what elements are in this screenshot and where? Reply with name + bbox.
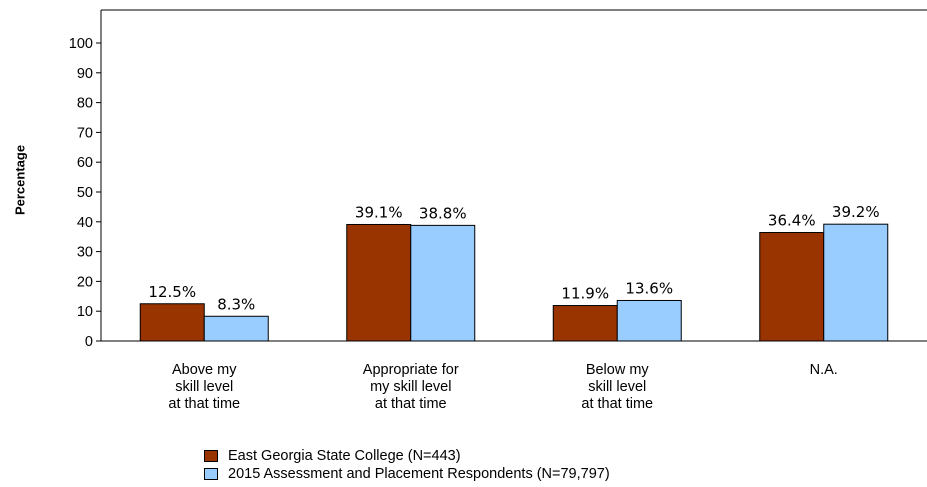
bar: [616, 299, 682, 342]
x-category-label: Appropriate for my skill level at that tim…: [326, 362, 496, 413]
y-tick-label: 30: [77, 245, 93, 261]
x-category-label-line: N.A.: [809, 362, 838, 378]
y-tick-label: 100: [69, 36, 93, 52]
y-tick-label: 20: [77, 274, 93, 290]
y-tick-label: 0: [85, 334, 93, 350]
y-axis-label: Percentage: [12, 144, 28, 216]
legend: East Georgia State College (N=443) 2015 …: [204, 447, 610, 483]
y-tick-label: 80: [77, 96, 93, 112]
bar: [139, 303, 205, 342]
bar-data-label: 39.1%: [355, 203, 403, 221]
x-category-label-line: my skill level: [370, 379, 452, 395]
y-tick-label: 50: [77, 185, 93, 201]
y-tick-label: 60: [77, 155, 93, 171]
bar: [759, 232, 825, 342]
x-category-label: N.A.: [739, 362, 909, 379]
legend-swatch: [204, 468, 218, 480]
bar: [346, 223, 412, 342]
y-tick-label: 90: [77, 66, 93, 82]
bar-data-label: 12.5%: [148, 283, 196, 301]
bar: [203, 315, 269, 342]
y-tick-label: 40: [77, 215, 93, 231]
bar-data-label: 11.9%: [561, 285, 609, 303]
x-category-label: Above my skill level at that time: [119, 362, 289, 413]
x-category-label-line: at that time: [168, 396, 241, 412]
x-category-label-line: Appropriate for: [362, 362, 459, 378]
y-tick-label: 70: [77, 125, 93, 141]
legend-swatch: [204, 450, 218, 462]
x-category-label-line: skill level: [588, 379, 647, 395]
x-category-label-line: skill level: [175, 379, 234, 395]
x-category-label-line: Below my: [585, 362, 649, 378]
legend-item-2015-respondents: 2015 Assessment and Placement Respondent…: [204, 465, 610, 483]
bar: [552, 305, 618, 342]
bar-data-label: 39.2%: [832, 203, 880, 221]
x-category-label-line: Above my: [172, 362, 237, 378]
legend-label: East Georgia State College (N=443): [228, 448, 461, 464]
x-category-label-line: at that time: [374, 396, 447, 412]
x-category-label-line: at that time: [581, 396, 654, 412]
bar-data-label: 8.3%: [217, 295, 255, 313]
x-category-label: Below my skill level at that time: [532, 362, 702, 413]
bar-data-label: 36.4%: [768, 212, 816, 230]
bar: [410, 224, 476, 342]
legend-item-east-georgia: East Georgia State College (N=443): [204, 447, 610, 465]
bar-data-label: 38.8%: [419, 204, 467, 222]
bar: [823, 223, 889, 342]
bar-data-label: 13.6%: [625, 279, 673, 297]
y-tick-label: 10: [77, 304, 93, 320]
legend-label: 2015 Assessment and Placement Respondent…: [228, 466, 610, 482]
